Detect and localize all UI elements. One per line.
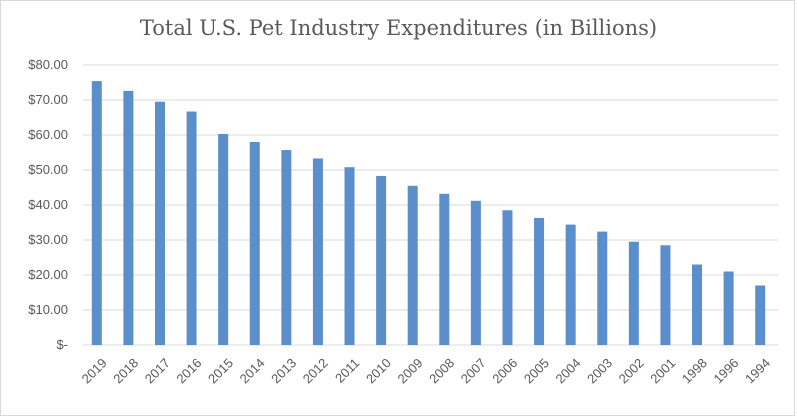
bar-2004 bbox=[565, 224, 576, 345]
x-tick-label: 2010 bbox=[363, 355, 394, 386]
bar-2007 bbox=[470, 200, 481, 345]
bar-2001 bbox=[660, 245, 671, 345]
bar-2017 bbox=[154, 101, 165, 345]
bar-2002 bbox=[628, 241, 639, 345]
x-tick-label: 2015 bbox=[205, 355, 236, 386]
y-tick-label: $50.00 bbox=[28, 162, 68, 177]
bar-2006 bbox=[502, 210, 513, 345]
bar-2015 bbox=[218, 133, 229, 345]
x-tick-label: 2008 bbox=[426, 355, 457, 386]
x-tick-label: 1998 bbox=[679, 355, 710, 386]
y-tick-label: $- bbox=[56, 337, 68, 352]
bar-2019 bbox=[91, 81, 102, 345]
x-tick-label: 2006 bbox=[489, 355, 520, 386]
y-tick-label: $80.00 bbox=[28, 57, 68, 72]
bar-2013 bbox=[281, 150, 292, 345]
x-tick-label: 2017 bbox=[142, 355, 173, 386]
bar-2005 bbox=[534, 217, 545, 345]
bar-2008 bbox=[439, 193, 450, 345]
x-tick-label: 2004 bbox=[553, 355, 584, 386]
x-tick-label: 2005 bbox=[521, 355, 552, 386]
x-tick-label: 2014 bbox=[237, 355, 268, 386]
bar-2012 bbox=[312, 158, 323, 345]
y-tick-label: $20.00 bbox=[28, 267, 68, 282]
y-tick-label: $10.00 bbox=[28, 302, 68, 317]
bar-2010 bbox=[376, 175, 387, 345]
bar-2014 bbox=[249, 142, 260, 345]
x-tick-label: 2013 bbox=[268, 355, 299, 386]
x-tick-label: 2016 bbox=[173, 355, 204, 386]
bar-2003 bbox=[597, 231, 608, 345]
x-tick-label: 2012 bbox=[300, 355, 331, 386]
x-tick-label: 1996 bbox=[710, 355, 741, 386]
x-tick-label: 2009 bbox=[395, 355, 426, 386]
bar-2009 bbox=[407, 185, 418, 345]
bar-2016 bbox=[186, 111, 197, 345]
x-tick-label: 2001 bbox=[647, 355, 678, 386]
x-axis-ticks: 2019 2018 2017 2016 2015 2014 2013 2012 2011 2010… bbox=[79, 355, 773, 386]
y-tick-label: $60.00 bbox=[28, 127, 68, 142]
bars bbox=[91, 81, 766, 346]
x-tick-label: 2011 bbox=[332, 355, 362, 385]
bar-1994 bbox=[755, 285, 766, 345]
x-tick-label: 2018 bbox=[110, 355, 141, 386]
x-tick-label: 2002 bbox=[616, 355, 647, 386]
bar-2011 bbox=[344, 167, 355, 345]
y-tick-label: $40.00 bbox=[28, 197, 68, 212]
y-axis-ticks: $- $10.00 $20.00 $30.00 $40.00 $50.00 $60.00 $7… bbox=[28, 57, 68, 352]
y-tick-label: $70.00 bbox=[28, 92, 68, 107]
bar-2018 bbox=[123, 90, 134, 346]
bar-1996 bbox=[723, 271, 734, 345]
y-tick-label: $30.00 bbox=[28, 232, 68, 247]
chart-title: Total U.S. Pet Industry Expenditures (in… bbox=[139, 16, 658, 40]
x-tick-label: 2019 bbox=[79, 355, 110, 386]
x-tick-label: 2003 bbox=[584, 355, 615, 386]
x-tick-label: 2007 bbox=[458, 355, 489, 386]
x-tick-label: 1994 bbox=[742, 355, 773, 386]
bar-1998 bbox=[692, 264, 703, 345]
